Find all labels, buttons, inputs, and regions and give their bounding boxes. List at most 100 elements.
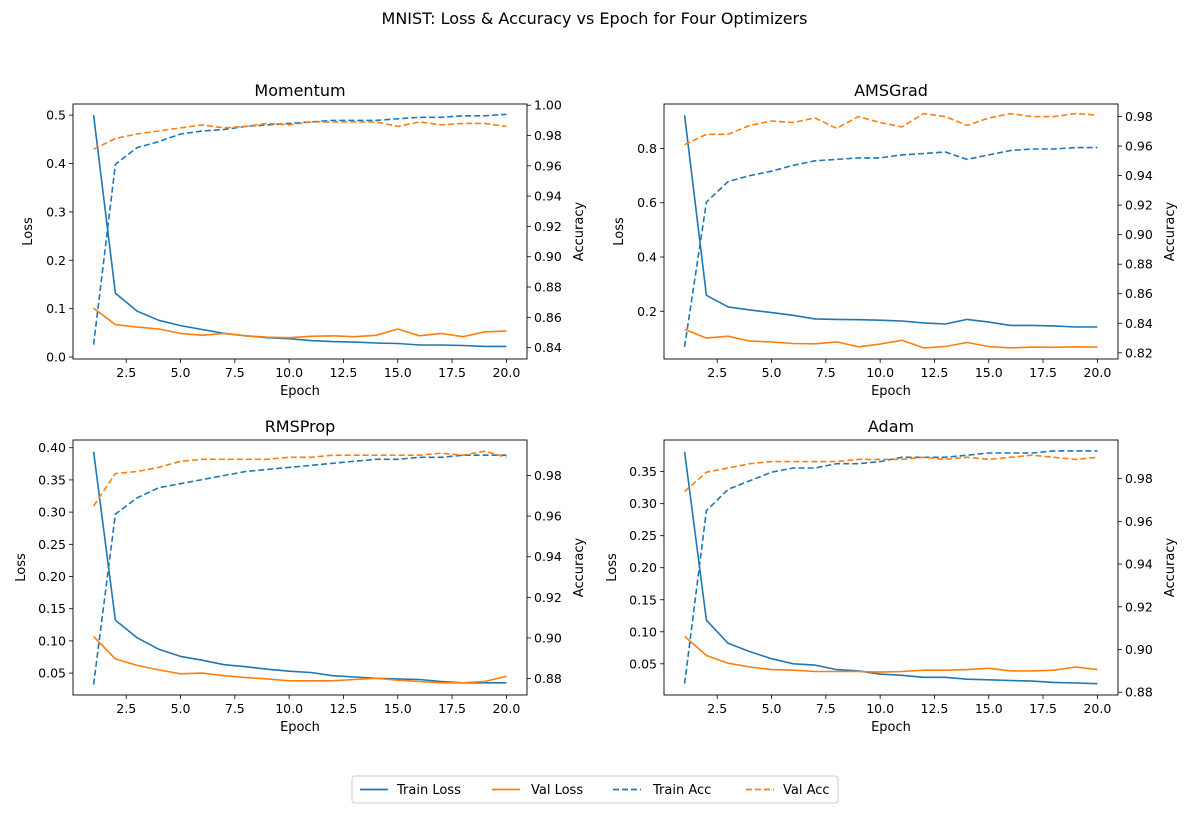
rmsprop-x-tick-label: 5.0 — [171, 701, 191, 716]
adam-y-tick-label: 0.10 — [629, 624, 657, 639]
amsgrad-x-tick-label: 17.5 — [1029, 365, 1057, 380]
momentum-y-tick-label: 0.4 — [46, 156, 66, 171]
rmsprop-axes-frame — [72, 439, 528, 696]
amsgrad-y2-tick-label: 0.96 — [1125, 139, 1153, 154]
amsgrad-y2-tick-label: 0.94 — [1125, 168, 1153, 183]
momentum-y-axis-label: Loss — [21, 217, 36, 246]
momentum-x-tick-label: 12.5 — [330, 365, 358, 380]
adam-line-val-acc — [684, 454, 1098, 493]
adam-y-tick-label: 0.05 — [629, 656, 657, 671]
momentum-x-tick-label: 20.0 — [492, 365, 520, 380]
rmsprop-y2-axis-label: Accuracy — [572, 538, 587, 598]
momentum-line-val-acc — [93, 121, 507, 150]
subplot-amsgrad: 2.5 5.0 7.5 10.0 12.5 15.0 17.5 20.0 0.2 0.4 0.6 0.… — [612, 81, 1178, 399]
rmsprop-x-axis-label: Epoch — [280, 720, 320, 735]
legend-entry-val-loss: Val Loss — [492, 783, 583, 798]
momentum-x-tick-label: 10.0 — [275, 365, 303, 380]
momentum-line-train-loss — [92, 115, 507, 348]
rmsprop-y-tick-label: 0.10 — [38, 633, 66, 648]
adam-y-tick-label: 0.35 — [629, 464, 657, 479]
momentum-y2-tick-label: 0.84 — [534, 340, 562, 355]
legend-entry-val-acc: Val Acc — [746, 783, 830, 798]
momentum-y2-tick-label: 0.94 — [534, 189, 562, 204]
subplot-adam: 2.5 5.0 7.5 10.0 12.5 15.0 17.5 20.0 0.05 0.10 0.1… — [605, 417, 1178, 735]
rmsprop-x-tick-label: 10.0 — [275, 701, 303, 716]
adam-y-axis-label: Loss — [605, 553, 620, 582]
amsgrad-y-tick-label: 0.2 — [637, 304, 657, 319]
momentum-axes-frame — [72, 103, 528, 360]
momentum-y-tick-label: 0.5 — [46, 108, 66, 123]
rmsprop-series-group — [92, 450, 507, 685]
figure-title: MNIST: Loss & Accuracy vs Epoch for Four… — [382, 9, 808, 28]
adam-line-train-loss — [683, 451, 1098, 685]
legend-label-val-loss: Val Loss — [531, 783, 583, 798]
amsgrad-x-tick-label: 2.5 — [707, 365, 727, 380]
momentum-x-tick-label: 2.5 — [116, 365, 136, 380]
legend-entry-train-loss: Train Loss — [360, 783, 461, 798]
amsgrad-y-tick-label: 0.4 — [637, 250, 657, 265]
rmsprop-y-tick-label: 0.20 — [38, 569, 66, 584]
rmsprop-x-tick-label: 7.5 — [225, 701, 245, 716]
rmsprop-y-axis-label: Loss — [14, 553, 29, 582]
amsgrad-title: AMSGrad — [854, 81, 928, 100]
momentum-y-tick-label: 0.2 — [46, 253, 66, 268]
legend: Train Loss Val Loss Train Acc Val Acc — [351, 775, 839, 804]
amsgrad-x-tick-label: 12.5 — [921, 365, 949, 380]
rmsprop-y-tick-label: 0.35 — [38, 472, 66, 487]
amsgrad-x-axis-label: Epoch — [871, 384, 911, 399]
legend-label-val-acc: Val Acc — [783, 783, 830, 798]
adam-line-train-acc — [683, 450, 1098, 684]
momentum-y2-axis-label: Accuracy — [572, 202, 587, 262]
rmsprop-line-val-loss — [93, 635, 507, 684]
legend-frame — [351, 775, 839, 804]
momentum-x-tick-label: 15.0 — [384, 365, 412, 380]
rmsprop-x-tick-label: 20.0 — [492, 701, 520, 716]
momentum-y2-tick-label: 0.92 — [534, 219, 562, 234]
amsgrad-y2-tick-label: 0.82 — [1125, 345, 1153, 360]
legend-entry-train-acc: Train Acc — [613, 783, 711, 798]
adam-title: Adam — [868, 417, 914, 436]
amsgrad-y2-tick-label: 0.98 — [1125, 109, 1153, 124]
momentum-series-group — [92, 113, 507, 348]
amsgrad-line-val-loss — [684, 328, 1098, 349]
momentum-y2-tick-label: 0.88 — [534, 280, 562, 295]
adam-y2-tick-label: 0.96 — [1125, 514, 1153, 529]
adam-y2-tick-label: 0.88 — [1125, 685, 1153, 700]
momentum-y-tick-label: 0.1 — [46, 301, 66, 316]
amsgrad-x-tick-label: 15.0 — [975, 365, 1003, 380]
rmsprop-y-tick-label: 0.30 — [38, 505, 66, 520]
rmsprop-y-tick-label: 0.25 — [38, 537, 66, 552]
adam-y2-tick-label: 0.94 — [1125, 557, 1153, 572]
amsgrad-series-group — [683, 112, 1098, 349]
rmsprop-line-train-loss — [92, 451, 507, 684]
adam-axes-frame — [663, 439, 1119, 696]
rmsprop-y2-tick-label: 0.92 — [534, 590, 562, 605]
amsgrad-line-val-acc — [684, 112, 1098, 146]
amsgrad-line-train-acc — [683, 146, 1098, 348]
adam-series-group — [683, 450, 1098, 685]
adam-x-tick-label: 7.5 — [816, 701, 836, 716]
amsgrad-y2-tick-label: 0.84 — [1125, 316, 1153, 331]
momentum-y2-tick-label: 1.00 — [534, 98, 562, 113]
adam-x-tick-label: 20.0 — [1083, 701, 1111, 716]
rmsprop-y-tick-label: 0.05 — [38, 666, 66, 681]
momentum-y2-tick-label: 0.90 — [534, 249, 562, 264]
rmsprop-y2-tick-label: 0.98 — [534, 468, 562, 483]
subplots: 2.5 5.0 7.5 10.0 12.5 15.0 17.5 20.0 0.0 0.1 0.2 0.… — [14, 81, 1178, 735]
rmsprop-title: RMSProp — [265, 417, 336, 436]
momentum-y2-tick-label: 0.96 — [534, 158, 562, 173]
legend-label-train-loss: Train Loss — [396, 783, 461, 798]
amsgrad-x-tick-label: 20.0 — [1083, 365, 1111, 380]
momentum-x-tick-label: 17.5 — [438, 365, 466, 380]
momentum-x-tick-label: 7.5 — [225, 365, 245, 380]
amsgrad-y2-tick-label: 0.86 — [1125, 286, 1153, 301]
adam-y-tick-label: 0.25 — [629, 528, 657, 543]
adam-y2-tick-label: 0.98 — [1125, 471, 1153, 486]
momentum-y2-tick-label: 0.98 — [534, 128, 562, 143]
amsgrad-y-axis-label: Loss — [612, 217, 627, 246]
rmsprop-x-tick-label: 15.0 — [384, 701, 412, 716]
adam-y2-axis-label: Accuracy — [1163, 538, 1178, 598]
amsgrad-x-tick-label: 10.0 — [866, 365, 894, 380]
momentum-title: Momentum — [254, 81, 345, 100]
amsgrad-axes-frame — [663, 103, 1119, 360]
